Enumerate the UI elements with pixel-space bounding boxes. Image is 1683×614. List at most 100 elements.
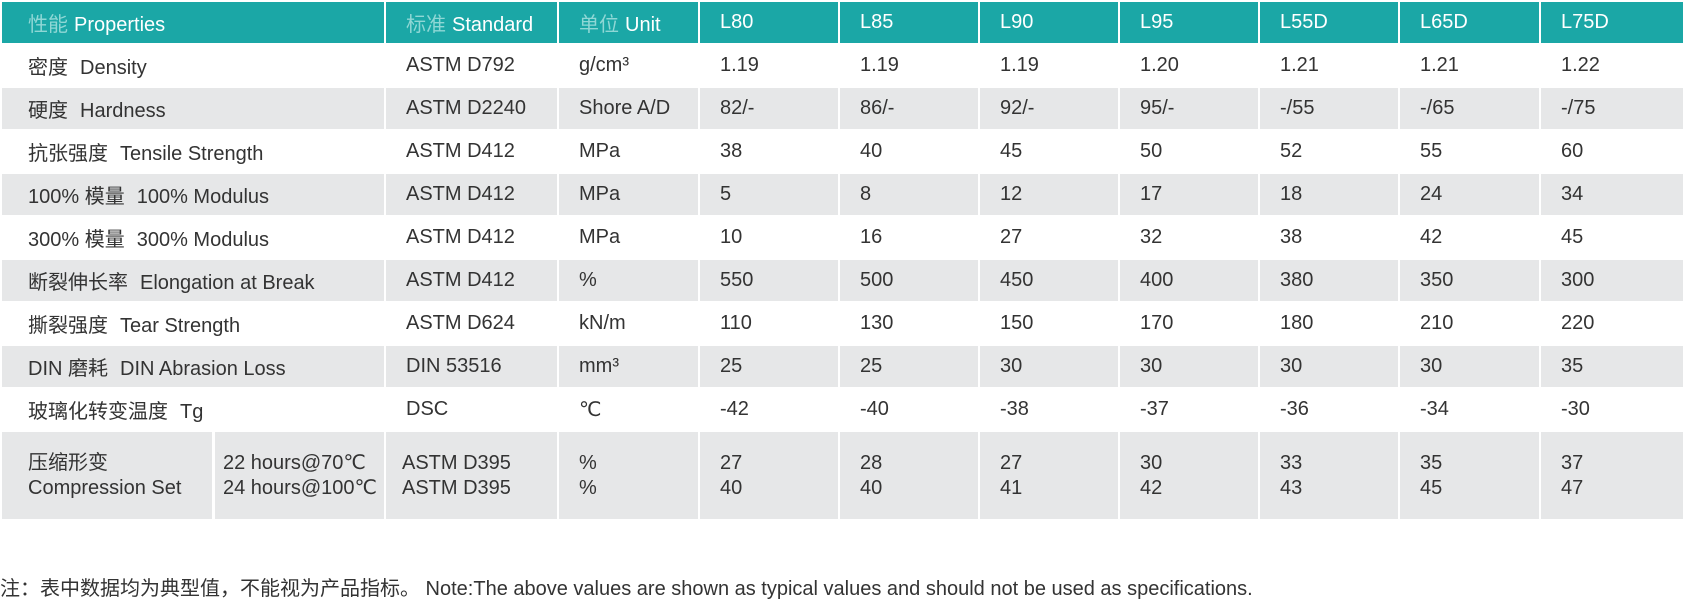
conditions: 22 hours@70℃ 24 hours@100℃ bbox=[215, 433, 377, 518]
unit-cell: MPa bbox=[557, 215, 700, 260]
value-cell: -36 bbox=[1258, 387, 1400, 432]
header-cell: L80 bbox=[698, 0, 840, 45]
unit: % bbox=[579, 451, 597, 474]
value: 30 bbox=[1140, 451, 1163, 474]
unit-cell: MPa bbox=[557, 129, 700, 174]
value-cell: 82/- bbox=[698, 86, 840, 131]
header-zh: 性能 bbox=[28, 14, 68, 36]
property-en: DIN Abrasion Loss bbox=[120, 358, 286, 380]
value-cell: 1.19 bbox=[698, 43, 840, 88]
value-cell: 150 bbox=[978, 301, 1120, 346]
unit-cell: MPa bbox=[557, 172, 700, 217]
header-label: L80 bbox=[720, 11, 754, 33]
property-zh: 100% 模量 bbox=[28, 186, 125, 208]
property-cell: 玻璃化转变温度 Tg bbox=[0, 387, 386, 432]
header-label: L65D bbox=[1420, 11, 1468, 33]
value-cell: 50 bbox=[1118, 129, 1260, 174]
unit-cell: Shore A/D bbox=[557, 86, 700, 131]
property-en: 300% Modulus bbox=[136, 229, 270, 251]
value-cell: 130 bbox=[838, 301, 980, 346]
value-cell: -38 bbox=[978, 387, 1120, 432]
standard-cell: ASTM D412 bbox=[384, 258, 559, 303]
value-cell: 60 bbox=[1539, 129, 1683, 174]
header-zh: 单位 bbox=[579, 14, 619, 36]
value-cell: 17 bbox=[1118, 172, 1260, 217]
header-cell: 性能 Properties bbox=[0, 0, 386, 45]
value-cell: -/75 bbox=[1539, 86, 1683, 131]
property-zh: 撕裂强度 bbox=[28, 315, 108, 337]
value-cell: 110 bbox=[698, 301, 840, 346]
value: 35 bbox=[1420, 451, 1443, 474]
header-label: L95 bbox=[1140, 11, 1174, 33]
value-cell: 37 47 bbox=[1539, 430, 1683, 521]
header-en: Standard bbox=[452, 14, 534, 36]
property-zh: 压缩形变 bbox=[28, 451, 108, 474]
standard-cell: ASTM D412 bbox=[384, 172, 559, 217]
value-cell: 1.19 bbox=[978, 43, 1120, 88]
value: 27 bbox=[720, 451, 743, 474]
value-cell: 95/- bbox=[1118, 86, 1260, 131]
header-label: L55D bbox=[1280, 11, 1328, 33]
value-cell: 30 bbox=[978, 344, 1120, 389]
value-cell: 30 bbox=[1118, 344, 1260, 389]
property-zh: 抗张强度 bbox=[28, 143, 108, 165]
property-names: 压缩形变 Compression Set bbox=[3, 433, 215, 518]
value-cell: 1.19 bbox=[838, 43, 980, 88]
value-cell: 25 bbox=[838, 344, 980, 389]
header-cell: 标准 Standard bbox=[384, 0, 559, 45]
standard-cell: ASTM D395 ASTM D395 bbox=[384, 430, 559, 521]
value-cell: 92/- bbox=[978, 86, 1120, 131]
data-row: 硬度 Hardness ASTM D2240 Shore A/D 82/- 86/- 92/… bbox=[0, 86, 1683, 131]
value-cell: 34 bbox=[1539, 172, 1683, 217]
property-en: Compression Set bbox=[28, 476, 182, 499]
data-row: DIN 磨耗 DIN Abrasion Loss DIN 53516 mm³ 25 25 3… bbox=[0, 344, 1683, 389]
value-cell: -40 bbox=[838, 387, 980, 432]
header-cell: L75D bbox=[1539, 0, 1683, 45]
data-row: 断裂伸长率 Elongation at Break ASTM D412% 550 500… bbox=[0, 258, 1683, 303]
property-zh: 300% 模量 bbox=[28, 229, 125, 251]
footnote: 注：表中数据均为典型值，不能视为产品指标。 Note:The above val… bbox=[0, 578, 1253, 600]
value: 43 bbox=[1280, 476, 1303, 499]
unit-cell: mm³ bbox=[557, 344, 700, 389]
standard: ASTM D395 bbox=[402, 451, 511, 474]
value-cell: 27 41 bbox=[978, 430, 1120, 521]
header-label: L90 bbox=[1000, 11, 1034, 33]
value-cell: 350 bbox=[1398, 258, 1541, 303]
unit-cell: kN/m bbox=[557, 301, 700, 346]
standard-cell: ASTM D412 bbox=[384, 129, 559, 174]
value-cell: 40 bbox=[838, 129, 980, 174]
standard: ASTM D395 bbox=[402, 476, 511, 499]
value-cell: 38 bbox=[1258, 215, 1400, 260]
value-cell: 33 43 bbox=[1258, 430, 1400, 521]
value-cell: 450 bbox=[978, 258, 1120, 303]
unit-cell: %% bbox=[557, 430, 700, 521]
property-zh: 玻璃化转变温度 bbox=[28, 401, 168, 423]
value: 45 bbox=[1420, 476, 1443, 499]
data-row: 300% 模量 300% Modulus ASTM D412 MPa 10 16 27 32 3… bbox=[0, 215, 1683, 260]
value-cell: 28 40 bbox=[838, 430, 980, 521]
value-cell: 180 bbox=[1258, 301, 1400, 346]
value-cell: 1.21 bbox=[1398, 43, 1541, 88]
property-cell: 抗张强度 Tensile Strength bbox=[0, 129, 386, 174]
value-cell: 25 bbox=[698, 344, 840, 389]
value-cell: -34 bbox=[1398, 387, 1541, 432]
value: 40 bbox=[720, 476, 743, 499]
unit-cell: ℃ bbox=[557, 387, 700, 432]
value-cell: 27 bbox=[978, 215, 1120, 260]
standard-cell: DSC bbox=[384, 387, 559, 432]
header-cell: L90 bbox=[978, 0, 1120, 45]
standard-cell: ASTM D412 bbox=[384, 215, 559, 260]
value-cell: 35 bbox=[1539, 344, 1683, 389]
value-cell: 210 bbox=[1398, 301, 1541, 346]
value-cell: 5 bbox=[698, 172, 840, 217]
value-cell: 30 bbox=[1398, 344, 1541, 389]
standard-cell: ASTM D624 bbox=[384, 301, 559, 346]
value-cell: 380 bbox=[1258, 258, 1400, 303]
property-en: 100% Modulus bbox=[136, 186, 270, 208]
value-cell: 170 bbox=[1118, 301, 1260, 346]
value-cell: 1.20 bbox=[1118, 43, 1260, 88]
standard-cell: ASTM D2240 bbox=[384, 86, 559, 131]
condition: 24 hours@100℃ bbox=[223, 476, 377, 499]
unit-cell: g/cm³ bbox=[557, 43, 700, 88]
